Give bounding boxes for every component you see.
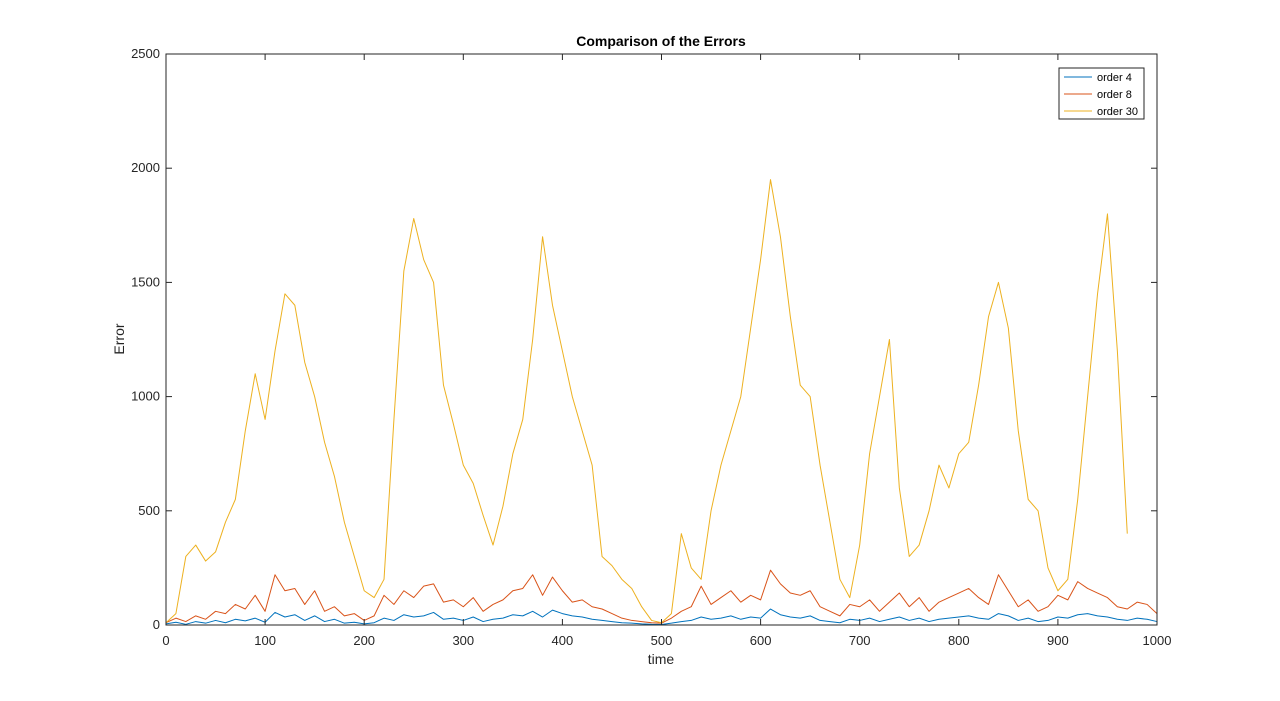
legend-label-1: order 4 <box>1097 72 1132 84</box>
x-tick-label: 400 <box>552 633 574 648</box>
legend-label-3: order 30 <box>1097 106 1138 118</box>
x-tick-label: 1000 <box>1143 633 1172 648</box>
x-tick-label: 100 <box>254 633 276 648</box>
series-line-3 <box>165 179 1128 624</box>
x-tick-label: 700 <box>849 633 871 648</box>
x-axis-label: time <box>648 651 675 667</box>
plot-background <box>166 54 1157 625</box>
y-axis-label: Error <box>111 323 127 354</box>
x-tick-label: 0 <box>162 633 169 648</box>
x-tick-label: 900 <box>1047 633 1069 648</box>
x-tick-label: 800 <box>948 633 970 648</box>
y-tick-label: 1000 <box>131 389 160 404</box>
y-tick-label: 500 <box>138 503 160 518</box>
plot-box <box>165 53 1158 626</box>
chart-title: Comparison of the Errors <box>576 33 746 49</box>
x-tick-label: 300 <box>452 633 474 648</box>
y-tick-label: 2000 <box>131 160 160 175</box>
legend[interactable]: order 4 order 8 order 30 <box>1058 67 1145 120</box>
y-tick-label: 2500 <box>131 46 160 61</box>
x-tick-label: 600 <box>750 633 772 648</box>
x-tick-label: 200 <box>353 633 375 648</box>
x-tick-label: 500 <box>651 633 673 648</box>
legend-label-2: order 8 <box>1097 89 1132 101</box>
tick-layer: 0 100 200 300 400 500 600 700 800 900 1000 0 500 1000… <box>131 46 1171 648</box>
y-tick-label: 0 <box>153 617 160 632</box>
y-tick-label: 1500 <box>131 274 160 289</box>
